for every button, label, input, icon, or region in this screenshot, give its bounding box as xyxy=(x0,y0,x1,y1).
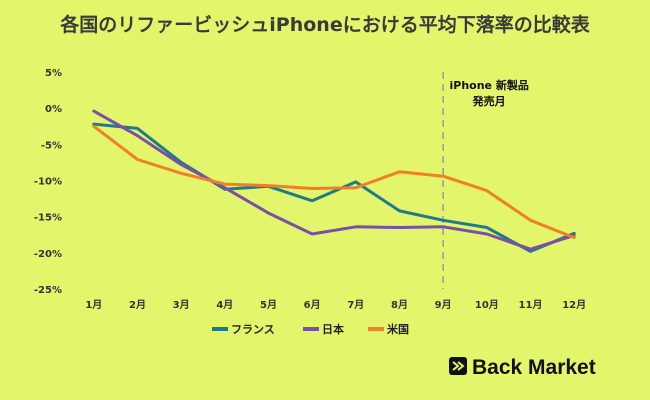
x-tick-label: 6月 xyxy=(304,299,321,311)
y-tick-label: 5% xyxy=(45,68,62,79)
back-market-icon xyxy=(449,357,467,375)
y-tick-label: -5% xyxy=(41,140,62,151)
x-tick-label: 3月 xyxy=(173,299,190,311)
back-market-logo: Back Market xyxy=(449,356,596,379)
y-tick-label: -15% xyxy=(34,213,62,224)
x-tick-label: 11月 xyxy=(519,299,543,311)
y-tick-label: -20% xyxy=(34,249,62,260)
y-tick-label: -10% xyxy=(34,177,62,188)
x-tick-label: 9月 xyxy=(435,299,452,311)
brand-name: Back Market xyxy=(472,356,596,379)
legend-swatch xyxy=(303,327,319,331)
x-tick-label: 5月 xyxy=(260,299,277,311)
legend-label: 日本 xyxy=(322,322,344,336)
series-line-3 xyxy=(92,124,576,240)
y-tick-label: -25% xyxy=(34,285,62,296)
y-axis: 5% 0% -5% -10% -15% -20% -25% xyxy=(34,68,62,296)
legend-label: 米国 xyxy=(386,322,409,336)
x-tick-label: 10月 xyxy=(475,299,499,311)
y-tick-label: 0% xyxy=(45,104,62,115)
x-tick-label: 7月 xyxy=(347,299,364,311)
annotation-label-line-2: 発売月 xyxy=(472,94,506,108)
series-line-2 xyxy=(92,109,576,251)
legend: フランス 日本 米国 xyxy=(212,322,409,336)
series-line-1 xyxy=(92,122,576,253)
x-tick-label: 2月 xyxy=(129,299,146,311)
series-lines xyxy=(92,109,576,253)
x-axis: 1月 2月 3月 4月 5月 6月 7月 8月 9月 10月 11月 12月 xyxy=(85,299,586,311)
x-tick-label: 12月 xyxy=(562,299,586,311)
legend-label: フランス xyxy=(231,323,275,336)
chart-title: 各国のリファービッシュiPhoneにおける平均下落率の比較表 xyxy=(59,13,590,36)
legend-swatch xyxy=(368,327,384,331)
x-tick-label: 8月 xyxy=(391,299,408,311)
annotation-label-line-1: iPhone 新製品 xyxy=(449,78,528,92)
legend-swatch xyxy=(212,327,228,331)
x-tick-label: 4月 xyxy=(216,299,233,311)
x-tick-label: 1月 xyxy=(85,299,102,311)
